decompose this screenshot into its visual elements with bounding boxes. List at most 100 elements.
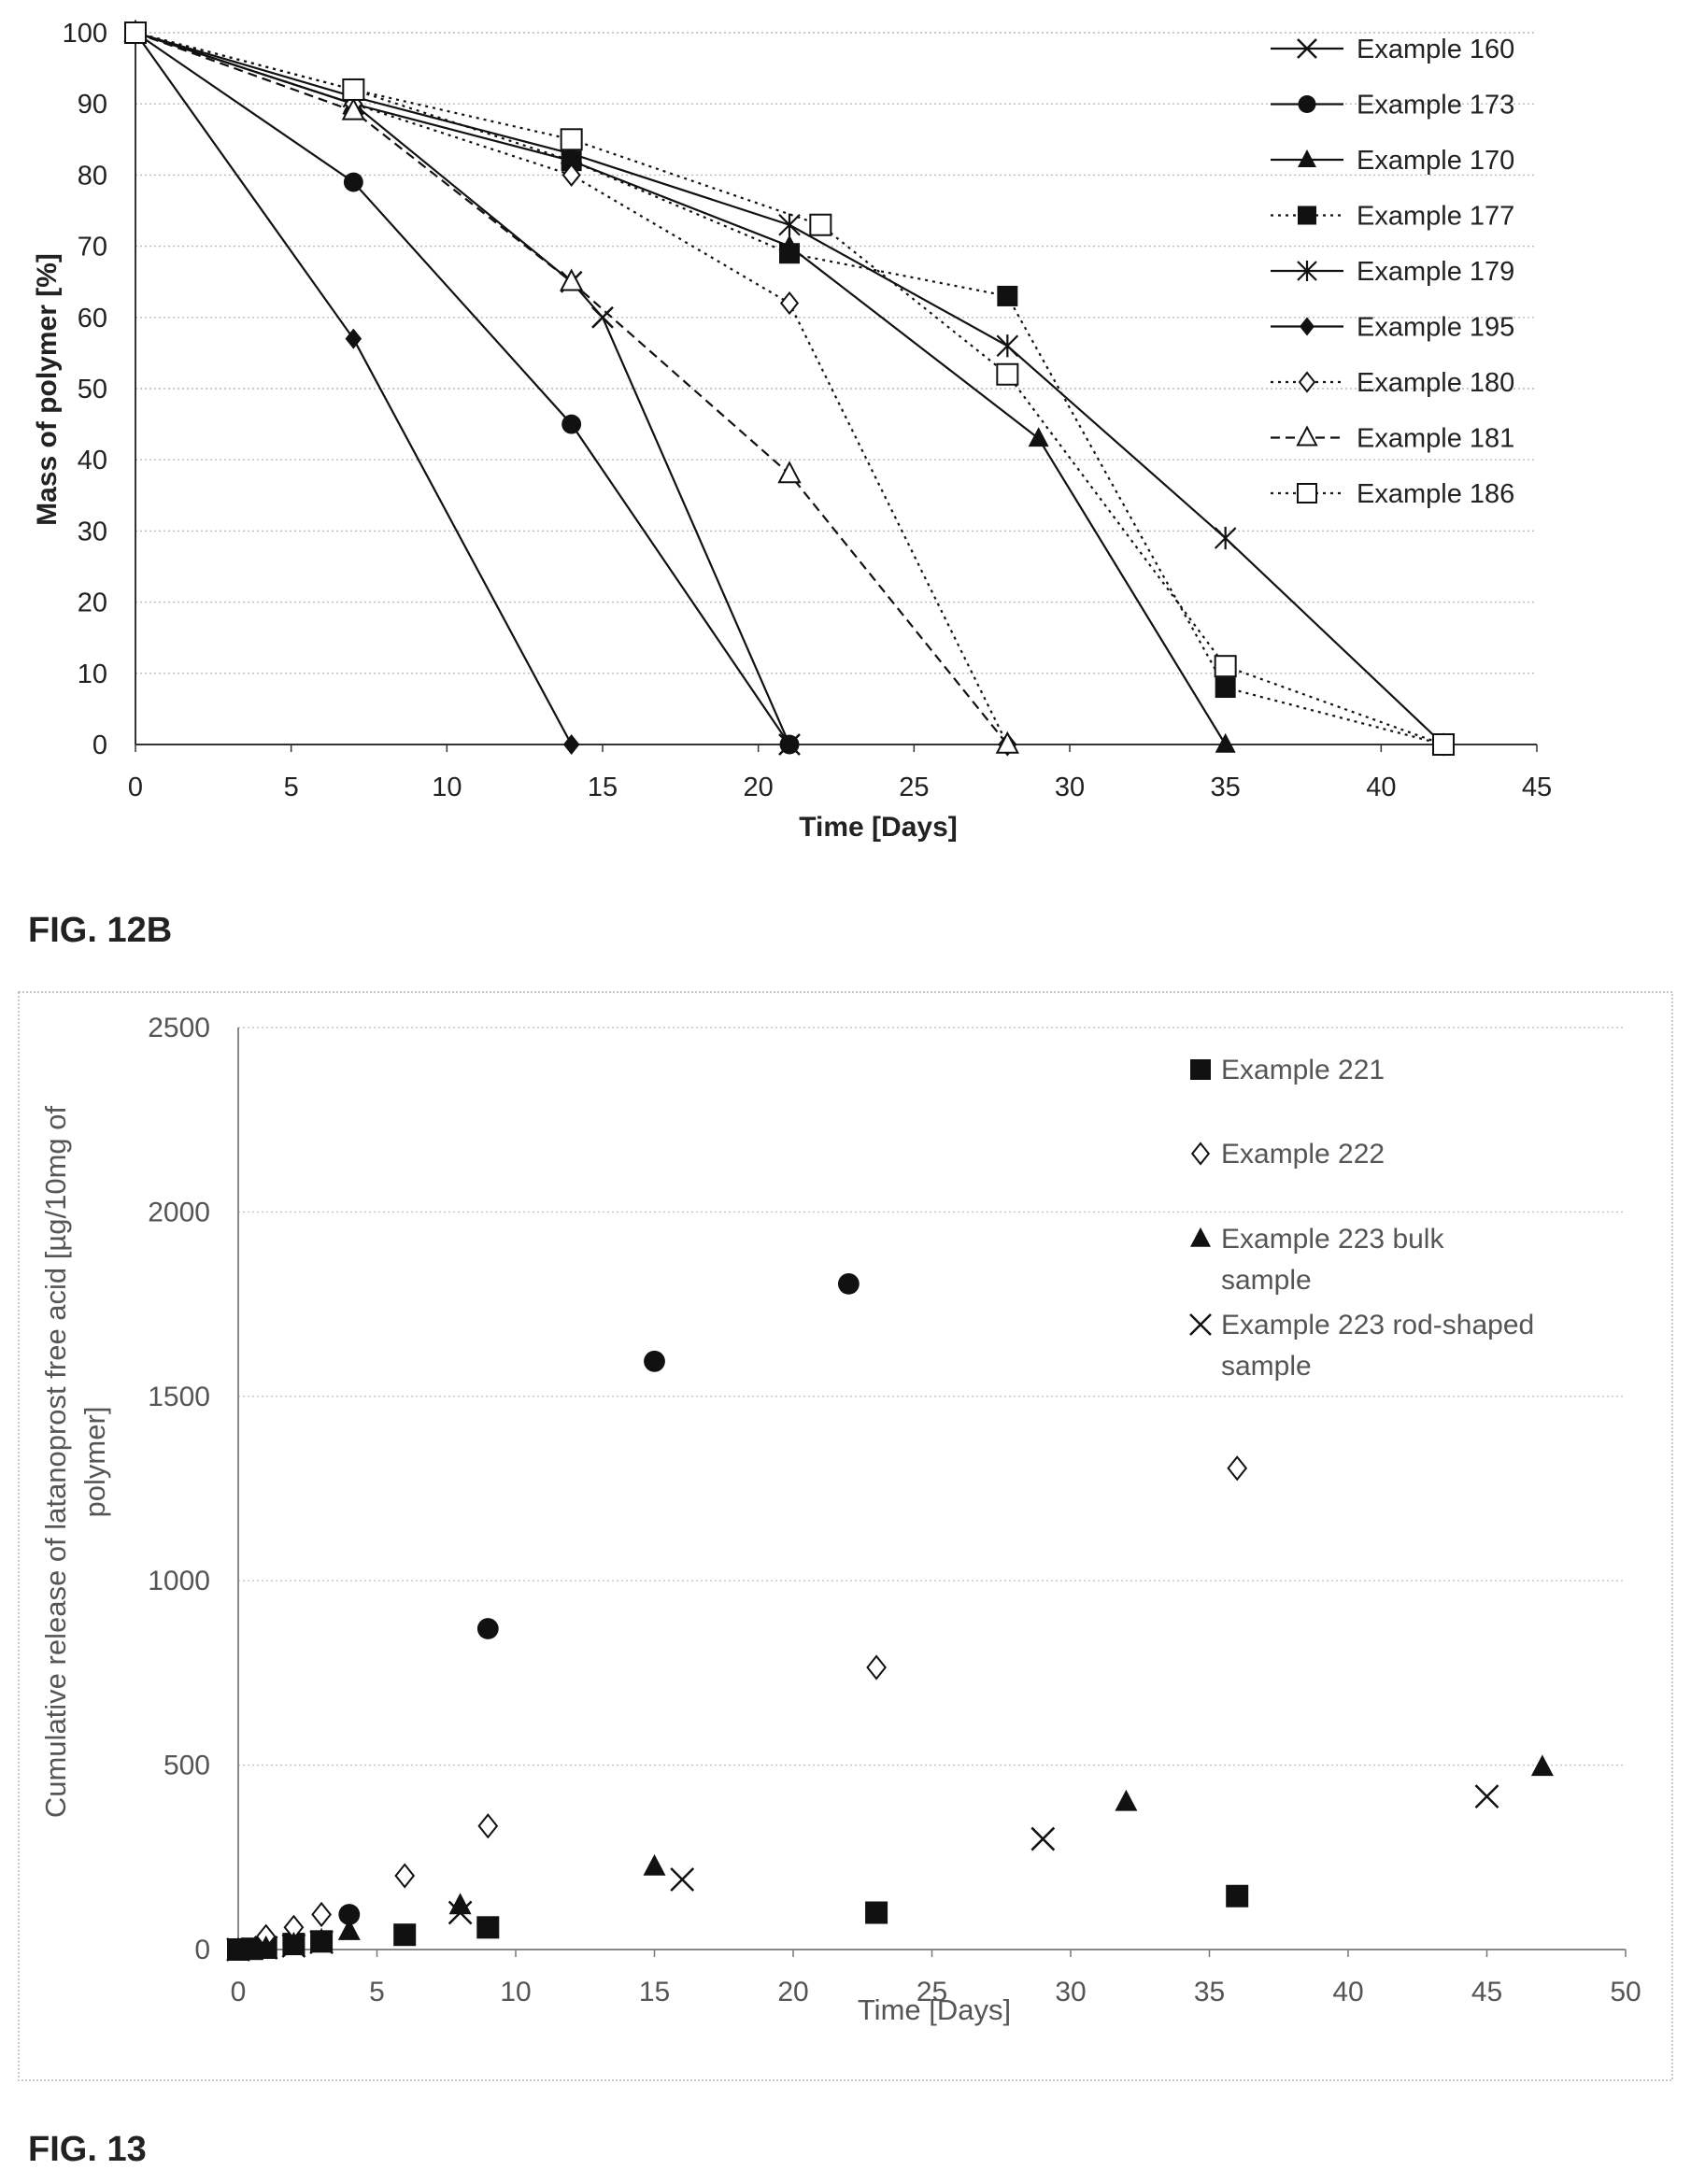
- chart2-gridlines: [238, 1027, 1626, 1950]
- data-point: [995, 730, 1019, 754]
- chart1-y-tick-label: 90: [78, 90, 107, 120]
- legend-marker: [1298, 206, 1316, 225]
- data-point: [253, 1936, 278, 1960]
- legend-label: Example 221: [1221, 1055, 1385, 1085]
- data-point: [779, 291, 800, 316]
- data-point: [227, 1936, 249, 1959]
- chart1-axes: [135, 33, 1538, 752]
- chart1-x-tick-label: 45: [1522, 773, 1552, 802]
- data-point: [337, 1919, 361, 1940]
- legend-label: Example 186: [1357, 479, 1514, 509]
- chart2-legend-entry: Example 221: [1190, 1055, 1385, 1085]
- chart2-series-example-223-rod-shaped-sample: [226, 1784, 1499, 1962]
- chart2-x-tick-label: 35: [1194, 1977, 1225, 2007]
- chart2-legend: Example 221 Example 222 Example 223 bulk sa…: [1189, 1055, 1534, 1382]
- chart2-x-tick-label: 0: [231, 1977, 247, 2007]
- legend-marker: [1298, 95, 1316, 113]
- chart2-legend-entry: Example 223 bulk sample: [1190, 1224, 1444, 1296]
- data-point: [644, 1350, 665, 1372]
- data-point: [1530, 1754, 1554, 1777]
- chart2-x-tick-label: 40: [1332, 1977, 1363, 2007]
- data-point: [448, 1893, 472, 1915]
- chart1-legend-entry: Example 173: [1271, 91, 1514, 121]
- data-point: [310, 1927, 334, 1950]
- data-point: [124, 21, 147, 44]
- data-point: [562, 734, 580, 755]
- series-line: [135, 31, 1227, 745]
- legend-marker: [1190, 1059, 1211, 1080]
- fig-13-label: FIG. 13: [28, 2130, 147, 2169]
- chart1-series-example-195: [127, 22, 580, 755]
- chart1-x-tick-label: 0: [128, 773, 143, 802]
- chart2-y-tick-label: 2000: [148, 1197, 210, 1227]
- data-point: [345, 328, 362, 349]
- data-point: [996, 334, 1019, 358]
- chart2-frame: [18, 991, 1673, 2081]
- chart1-x-tick-label: 40: [1366, 773, 1396, 802]
- legend-marker: [1190, 1227, 1211, 1247]
- legend-label: Example 179: [1357, 257, 1514, 287]
- chart2-x-tick-label: 45: [1471, 1977, 1502, 2007]
- chart1-y-tick-label: 70: [78, 233, 107, 262]
- chart2-tick-labels: 0 500 1000 1500 2000 2500 0 5 10 15 20 25 30 35 40 45 50: [148, 1013, 1641, 2007]
- legend-marker: [1296, 425, 1318, 447]
- chart1-x-tick-label: 10: [432, 773, 462, 802]
- data-point: [1215, 732, 1236, 753]
- series-line: [135, 32, 790, 745]
- chart-cumulative-release: 0 500 1000 1500 2000 2500 0 5 10 15 20 25 30 35 40 45 50…: [39, 1013, 1641, 2026]
- data-point: [226, 1937, 250, 1962]
- data-point: [477, 1813, 499, 1839]
- legend-label: Example 170: [1357, 146, 1514, 176]
- chart1-y-tick-label: 50: [78, 375, 107, 404]
- legend-marker: [1300, 317, 1314, 336]
- legend-label: Example 223 rod-shaped sample: [1221, 1310, 1534, 1382]
- data-point: [309, 1930, 334, 1954]
- legend-marker: [1190, 1142, 1211, 1166]
- chart1-series-example-170: [125, 21, 1236, 753]
- data-point: [1474, 1784, 1499, 1809]
- chart2-axes: [237, 1028, 1627, 1957]
- chart2-y-axis-label: Cumulative release of latanoprost free a…: [39, 1105, 111, 1818]
- chart2-series-example-223-bulk-sample: [227, 1754, 1554, 1959]
- chart1-legend-entry: Example 181: [1271, 424, 1514, 454]
- data-point: [996, 362, 1019, 386]
- data-point: [476, 1618, 499, 1639]
- chart1-series: [123, 19, 1455, 757]
- data-point: [1028, 427, 1049, 447]
- data-point: [311, 1901, 332, 1928]
- chart2-legend-entry: Example 222: [1190, 1139, 1385, 1170]
- chart1-legend-entry: Example 180: [1271, 368, 1514, 398]
- data-point: [560, 268, 584, 291]
- data-point: [779, 243, 800, 264]
- data-point: [342, 78, 365, 101]
- chart2-x-tick-label: 25: [917, 1977, 947, 2007]
- data-point: [393, 1923, 417, 1947]
- chart2-y-tick-label: 2500: [148, 1013, 210, 1043]
- data-point: [777, 461, 802, 484]
- data-point: [1030, 1826, 1056, 1851]
- data-point: [281, 1934, 306, 1958]
- data-point: [997, 285, 1018, 306]
- data-point: [343, 172, 363, 192]
- chart1-legend-entry: Example 170: [1271, 146, 1514, 176]
- legend-label: Example 180: [1357, 368, 1514, 398]
- chart1-tick-labels: 0 10 20 30 40 50 60 70 80 90 100 0 5 10 15 20 25 30 35 40 45: [63, 19, 1553, 802]
- data-point: [643, 1853, 666, 1876]
- chart2-y-tick-label: 500: [163, 1751, 210, 1781]
- chart1-x-tick-label: 20: [744, 773, 774, 802]
- chart1-y-tick-label: 0: [92, 730, 107, 760]
- chart1-legend-entry: Example 160: [1271, 35, 1514, 64]
- data-point: [1115, 1789, 1138, 1811]
- data-point: [670, 1867, 695, 1892]
- chart2-y-tick-label: 0: [194, 1935, 210, 1965]
- data-point: [394, 1863, 416, 1889]
- data-point: [254, 1935, 277, 1957]
- chart2-x-tick-label: 20: [777, 1977, 808, 2007]
- chart1-y-tick-label: 10: [78, 659, 107, 689]
- chart2-x-tick-label: 15: [639, 1977, 670, 2007]
- chart2-series-unlabeled: [338, 1272, 860, 1925]
- chart1-x-tick-label: 30: [1055, 773, 1085, 802]
- data-point: [1214, 526, 1237, 550]
- legend-label: Example 177: [1357, 202, 1514, 232]
